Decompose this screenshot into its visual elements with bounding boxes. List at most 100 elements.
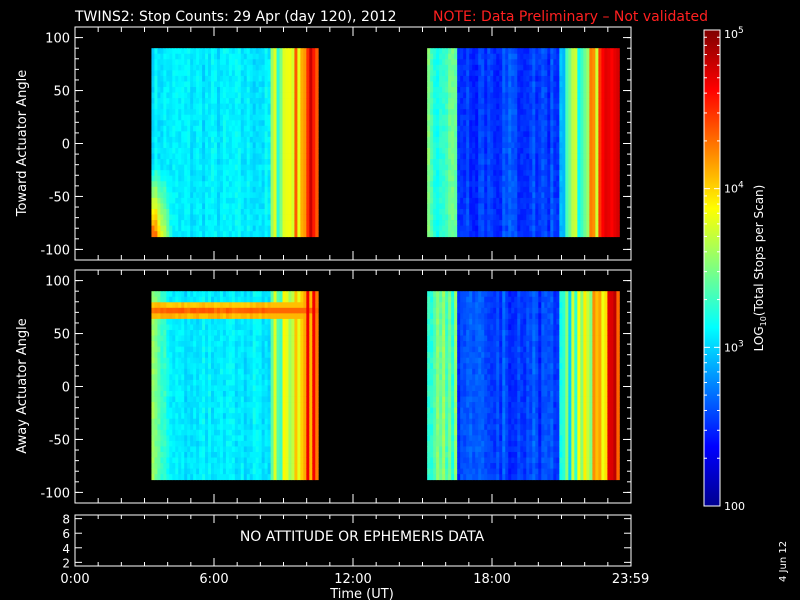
- heat-cell: [175, 70, 179, 77]
- heat-cell: [184, 329, 188, 336]
- heat-cell: [523, 120, 527, 127]
- heat-cell: [532, 208, 536, 215]
- heat-cell: [529, 225, 533, 232]
- heat-cell: [258, 231, 263, 238]
- heat-cell: [448, 181, 452, 188]
- heat-cell: [252, 220, 257, 227]
- heat-cell: [285, 64, 289, 71]
- heat-cell: [306, 136, 310, 143]
- heat-cell: [291, 203, 295, 210]
- heat-cell: [541, 175, 545, 182]
- heat-cell: [258, 147, 263, 154]
- heat-cell: [208, 81, 212, 88]
- heat-cell: [517, 125, 521, 132]
- heat-cell: [607, 231, 611, 238]
- heat-cell: [288, 186, 292, 193]
- heat-cell: [312, 103, 316, 110]
- heat-cell: [249, 181, 254, 188]
- heat-cell: [445, 147, 449, 154]
- heat-cell: [157, 131, 161, 138]
- heat-cell: [294, 48, 298, 55]
- heat-cell: [160, 324, 164, 331]
- heat-cell: [196, 451, 200, 458]
- heat-cell: [303, 142, 307, 149]
- heat-cell: [279, 164, 283, 171]
- heat-cell: [604, 120, 608, 127]
- heat-cell: [481, 220, 485, 227]
- heat-cell: [264, 53, 269, 60]
- heat-cell: [279, 231, 283, 238]
- heat-cell: [445, 159, 449, 166]
- heat-cell: [472, 197, 476, 204]
- heat-cell: [442, 114, 446, 121]
- heat-cell: [211, 103, 215, 110]
- heat-cell: [160, 170, 164, 177]
- heat-cell: [309, 147, 313, 154]
- heat-cell: [499, 159, 503, 166]
- heat-cell: [264, 197, 269, 204]
- heat-cell: [214, 64, 218, 71]
- heat-cell: [214, 75, 218, 82]
- heat-cell: [243, 70, 248, 77]
- heat-cell: [559, 231, 563, 238]
- heat-cell: [466, 125, 470, 132]
- heat-cell: [430, 125, 434, 132]
- heat-cell: [315, 81, 319, 88]
- heat-cell: [190, 291, 194, 298]
- heat-cell: [463, 175, 467, 182]
- heat-cell: [514, 86, 518, 93]
- heat-cell: [306, 175, 310, 182]
- heat-cell: [535, 220, 539, 227]
- heat-cell: [610, 186, 614, 193]
- heat-cell: [205, 418, 209, 425]
- heat-cell: [565, 181, 569, 188]
- heat-cell: [493, 225, 497, 232]
- heat-cell: [309, 225, 313, 232]
- heat-cell: [193, 231, 197, 238]
- heat-cell: [484, 120, 488, 127]
- heat-cell: [454, 203, 458, 210]
- heat-cell: [300, 114, 304, 121]
- heat-cell: [240, 153, 245, 160]
- heat-cell: [163, 142, 167, 149]
- heat-cell: [547, 192, 551, 199]
- heat-cell: [550, 175, 554, 182]
- heat-cell: [196, 181, 200, 188]
- heat-cell: [568, 175, 572, 182]
- heat-cell: [520, 131, 524, 138]
- heat-cell: [484, 192, 488, 199]
- toward-heatmap: [151, 48, 620, 238]
- heat-cell: [457, 225, 461, 232]
- heat-cell: [577, 220, 581, 227]
- heat-cell: [154, 451, 158, 458]
- heat-cell: [282, 159, 286, 166]
- heat-cell: [457, 181, 461, 188]
- heat-cell: [225, 103, 230, 110]
- heat-cell: [190, 231, 194, 238]
- heat-cell: [231, 103, 236, 110]
- heat-cell: [151, 396, 155, 403]
- heat-cell: [604, 147, 608, 154]
- heat-cell: [181, 291, 185, 298]
- heat-cell: [166, 136, 170, 143]
- heat-cell: [583, 109, 587, 116]
- heat-cell: [240, 192, 245, 199]
- heat-cell: [246, 181, 251, 188]
- heat-cell: [193, 390, 197, 397]
- heat-cell: [532, 159, 536, 166]
- heat-cell: [448, 48, 452, 55]
- heat-cell: [225, 53, 230, 60]
- heat-cell: [457, 147, 461, 154]
- heat-cell: [454, 214, 458, 221]
- heat-cell: [208, 231, 212, 238]
- heat-cell: [216, 407, 221, 414]
- heat-cell: [261, 92, 266, 99]
- heat-cell: [604, 70, 608, 77]
- heat-cell: [604, 59, 608, 66]
- heat-cell: [610, 103, 614, 110]
- heat-cell: [583, 48, 587, 55]
- heat-cell: [511, 142, 515, 149]
- heat-cell: [175, 64, 179, 71]
- heat-cell: [264, 125, 269, 132]
- heat-cell: [565, 114, 569, 121]
